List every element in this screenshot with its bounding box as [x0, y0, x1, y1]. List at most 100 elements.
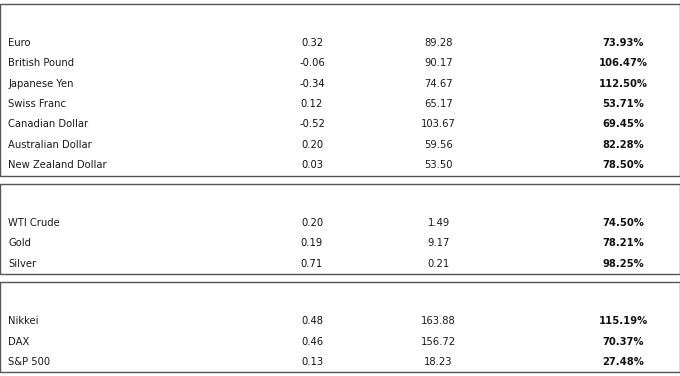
- Bar: [579, 57, 581, 69]
- Bar: [562, 159, 564, 171]
- Bar: [196, 237, 197, 249]
- Bar: [509, 336, 511, 347]
- Bar: [544, 217, 546, 229]
- Bar: [518, 315, 521, 327]
- Bar: [558, 159, 560, 171]
- Bar: [587, 315, 590, 327]
- Bar: [558, 118, 560, 130]
- Bar: [564, 57, 566, 69]
- Bar: [188, 118, 191, 130]
- Bar: [199, 217, 201, 229]
- Bar: [203, 139, 204, 151]
- Bar: [204, 37, 207, 49]
- Bar: [511, 77, 514, 89]
- Bar: [559, 217, 561, 229]
- Bar: [507, 57, 509, 69]
- Bar: [510, 217, 511, 229]
- Bar: [560, 237, 562, 249]
- Bar: [532, 315, 534, 327]
- Bar: [224, 37, 226, 49]
- Bar: [556, 37, 558, 49]
- Bar: [200, 258, 205, 270]
- Bar: [229, 118, 233, 130]
- Bar: [529, 159, 530, 171]
- Bar: [206, 217, 207, 229]
- Bar: [510, 159, 512, 171]
- Bar: [222, 336, 225, 347]
- Bar: [248, 77, 250, 89]
- Bar: [527, 98, 528, 110]
- Bar: [563, 37, 564, 49]
- Bar: [202, 356, 203, 368]
- Bar: [224, 217, 226, 229]
- Text: 65.17: 65.17: [424, 99, 453, 109]
- Bar: [562, 37, 563, 49]
- Bar: [557, 159, 559, 171]
- Text: 73.93%: 73.93%: [602, 38, 644, 48]
- Bar: [228, 237, 229, 249]
- Text: Daily Change (%): Daily Change (%): [228, 193, 326, 203]
- Bar: [527, 237, 529, 249]
- Bar: [524, 217, 526, 229]
- Bar: [203, 237, 205, 249]
- Bar: [558, 139, 560, 151]
- Bar: [511, 118, 513, 130]
- Bar: [239, 37, 241, 49]
- Bar: [528, 57, 530, 69]
- Bar: [209, 98, 210, 110]
- Text: 0.12: 0.12: [301, 99, 323, 109]
- Bar: [514, 336, 515, 347]
- Bar: [524, 118, 525, 130]
- Bar: [211, 237, 213, 249]
- Bar: [233, 118, 235, 130]
- Bar: [512, 356, 513, 368]
- Bar: [508, 356, 509, 368]
- Bar: [556, 139, 558, 151]
- Bar: [214, 356, 215, 368]
- Text: 59.56: 59.56: [424, 140, 453, 150]
- Bar: [189, 237, 190, 249]
- Text: 0.48: 0.48: [301, 316, 323, 326]
- Bar: [554, 237, 556, 249]
- Text: Daily Range (% of ATR): Daily Range (% of ATR): [526, 193, 658, 203]
- Bar: [534, 139, 537, 151]
- Bar: [552, 258, 554, 270]
- Text: -0.52: -0.52: [299, 120, 325, 129]
- Bar: [570, 77, 573, 89]
- Bar: [230, 37, 232, 49]
- Bar: [543, 118, 545, 130]
- Bar: [513, 237, 515, 249]
- Text: Daily Range (% of ATR): Daily Range (% of ATR): [526, 291, 658, 302]
- Bar: [208, 98, 209, 110]
- Bar: [201, 37, 203, 49]
- Bar: [569, 139, 571, 151]
- Bar: [277, 118, 280, 130]
- Bar: [215, 356, 216, 368]
- Bar: [513, 258, 515, 270]
- Bar: [194, 237, 196, 249]
- Bar: [528, 237, 530, 249]
- Bar: [211, 118, 215, 130]
- Bar: [197, 57, 198, 69]
- Bar: [208, 37, 210, 49]
- Bar: [509, 77, 511, 89]
- Bar: [207, 356, 208, 368]
- Bar: [188, 77, 190, 89]
- Bar: [522, 139, 524, 151]
- Bar: [286, 315, 289, 327]
- Bar: [337, 258, 341, 270]
- Bar: [199, 37, 201, 49]
- Bar: [212, 98, 213, 110]
- Bar: [532, 336, 534, 347]
- Bar: [515, 336, 517, 347]
- Bar: [220, 237, 222, 249]
- Bar: [566, 315, 569, 327]
- Text: 74.50%: 74.50%: [602, 218, 645, 228]
- Bar: [211, 77, 214, 89]
- Text: 163.88: 163.88: [421, 316, 456, 326]
- Bar: [535, 237, 537, 249]
- Bar: [223, 77, 225, 89]
- Bar: [0, 4, 680, 32]
- Bar: [188, 98, 190, 110]
- Bar: [526, 118, 528, 130]
